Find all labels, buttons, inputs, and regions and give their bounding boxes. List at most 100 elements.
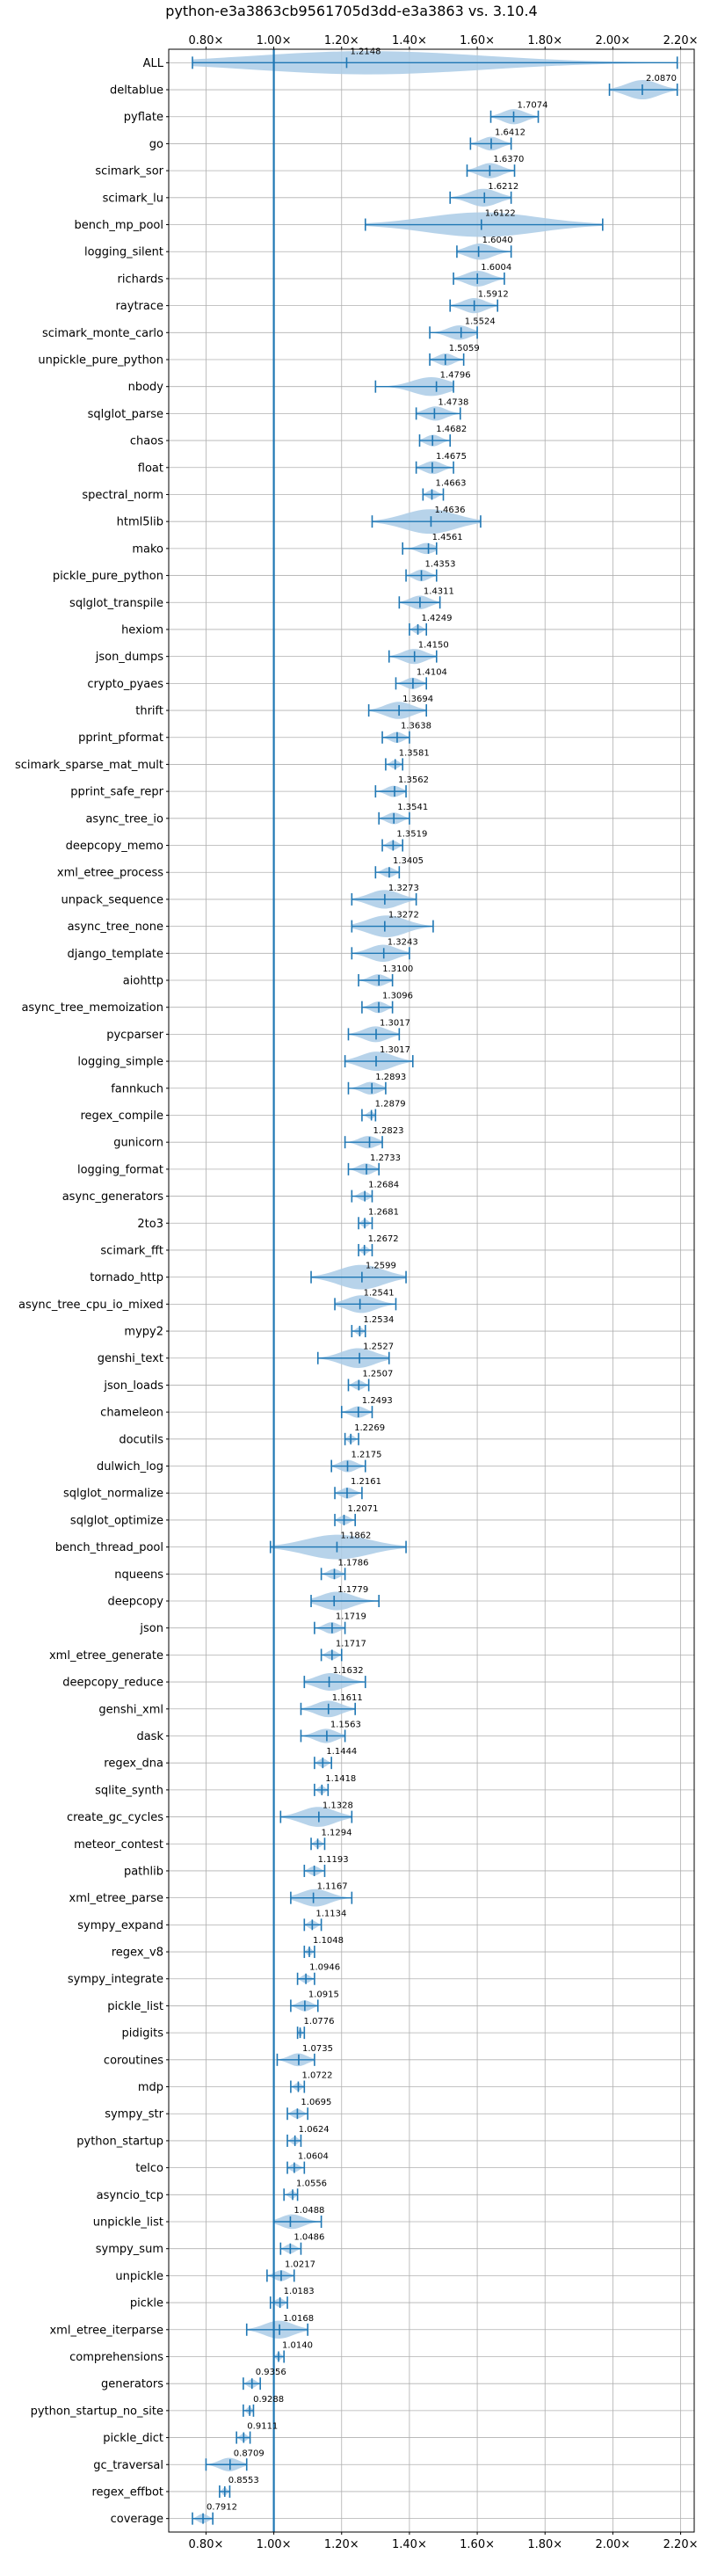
benchmark-value-label: 1.2161	[351, 1477, 381, 1487]
benchmark-violin	[449, 298, 499, 314]
benchmark-value-label: 1.4675	[436, 452, 467, 462]
benchmark-violin	[300, 1700, 356, 1718]
benchmark-value-label: 1.3638	[401, 722, 431, 731]
benchmark-violin	[608, 80, 678, 100]
benchmark-value-label: 1.3273	[388, 884, 419, 893]
benchmark-value-label: 1.6212	[488, 182, 518, 192]
benchmark-label: python_startup_no_site	[31, 2405, 163, 2418]
benchmark-violin	[290, 1888, 353, 1907]
benchmark-value-label: 1.3562	[398, 775, 429, 785]
benchmark-label: async_generators	[62, 1190, 164, 1204]
benchmark-label: xml_etree_iterparse	[49, 2324, 163, 2337]
benchmark-label: scimark_sor	[95, 165, 163, 178]
benchmark-label: xml_etree_parse	[69, 1892, 163, 1905]
x-tick-label-top: 1.00×	[257, 34, 292, 47]
benchmark-label: dulwich_log	[97, 1460, 163, 1474]
benchmark-label: 2to3	[137, 1218, 163, 1231]
benchmark-violin	[351, 1325, 366, 1338]
chart-title: python-e3a3863cb9561705d3dd-e3a3863 vs. …	[165, 3, 537, 19]
benchmark-violin	[269, 2296, 288, 2310]
benchmark-violin	[374, 377, 454, 397]
benchmark-label: sympy_expand	[77, 1919, 163, 1932]
benchmark-label: genshi_text	[98, 1352, 163, 1365]
benchmark-label: aiohttp	[123, 975, 163, 988]
benchmark-violin	[395, 677, 428, 690]
benchmark-label: deepcopy	[107, 1596, 163, 1609]
benchmark-label: logging_silent	[84, 246, 163, 259]
benchmark-label: asyncio_tcp	[97, 2189, 163, 2202]
grid-layer	[169, 49, 694, 2532]
benchmark-value-label: 1.2175	[352, 1451, 382, 1460]
benchmark-label: mypy2	[124, 1326, 163, 1339]
benchmark-violin	[351, 915, 434, 938]
benchmark-violin	[334, 1513, 356, 1526]
benchmark-violin	[453, 270, 505, 287]
benchmark-value-label: 1.0604	[298, 2152, 329, 2162]
benchmark-violin	[361, 1109, 377, 1122]
benchmark-label: xml_etree_generate	[49, 1649, 163, 1663]
benchmark-value-label: 1.1418	[325, 1774, 356, 1784]
benchmark-label: coroutines	[104, 2054, 163, 2067]
benchmark-value-label: 1.0488	[294, 2206, 324, 2216]
benchmark-violin	[334, 1487, 363, 1500]
benchmark-value-label: 1.3096	[382, 992, 413, 1001]
benchmark-violin	[415, 461, 454, 475]
benchmark-label: django_template	[68, 948, 163, 961]
benchmark-value-label: 1.6412	[495, 127, 525, 137]
benchmark-value-label: 1.2269	[354, 1423, 385, 1433]
benchmark-violin	[245, 2320, 308, 2339]
benchmark-label: xml_etree_process	[57, 867, 163, 880]
benchmark-label: html5lib	[117, 516, 163, 529]
benchmark-label: async_tree_cpu_io_mixed	[18, 1299, 163, 1312]
x-tick-label-bottom: 2.20×	[663, 2538, 699, 2551]
benchmark-value-label: 1.0556	[296, 2179, 327, 2188]
benchmark-value-label: 1.1444	[326, 1747, 357, 1757]
benchmark-value-label: 1.3243	[388, 937, 418, 947]
benchmark-label: chameleon	[100, 1407, 163, 1420]
benchmark-label: unpickle_pure_python	[38, 354, 163, 367]
benchmark-value-label: 1.6370	[493, 155, 524, 164]
benchmark-value-label: 1.2534	[363, 1315, 394, 1325]
benchmark-violin	[276, 2053, 315, 2067]
benchmark-label: scimark_sparse_mat_mult	[15, 759, 163, 772]
benchmark-violin	[364, 212, 604, 237]
benchmark-label: pickle_dict	[103, 2432, 163, 2445]
x-tick-label-bottom: 1.80×	[527, 2538, 562, 2551]
benchmark-value-label: 1.2493	[362, 1396, 393, 1406]
benchmark-value-label: 1.4311	[424, 586, 454, 596]
benchmark-label: sqlite_synth	[95, 1784, 163, 1797]
benchmark-value-label: 1.2507	[362, 1369, 393, 1379]
benchmark-violin	[347, 1379, 370, 1392]
benchmark-label: sqlglot_optimize	[70, 1514, 163, 1527]
benchmark-violin	[429, 325, 478, 340]
benchmark-violin	[358, 974, 394, 986]
x-tick-label-top: 1.80×	[527, 34, 562, 47]
benchmark-value-label: 1.4561	[432, 533, 463, 542]
benchmark-violin	[374, 866, 401, 879]
benchmark-value-label: 1.2684	[368, 1181, 399, 1190]
benchmark-value-label: 1.2823	[373, 1126, 404, 1136]
benchmark-violin	[286, 2107, 308, 2121]
benchmark-violin	[314, 1621, 346, 1634]
benchmark-label: chaos	[130, 435, 163, 448]
benchmark-value-label: 1.4353	[425, 560, 456, 570]
benchmark-value-label: 1.2071	[348, 1504, 379, 1514]
benchmark-label: ALL	[143, 57, 164, 70]
benchmark-violin	[351, 1190, 373, 1203]
benchmark-violin	[456, 243, 512, 260]
benchmark-violin	[358, 1217, 373, 1230]
benchmark-violin	[466, 163, 516, 178]
benchmark-value-label: 0.8553	[228, 2476, 259, 2485]
x-tick-label-bottom: 1.00×	[257, 2538, 292, 2551]
benchmark-value-label: 1.4682	[436, 425, 467, 434]
benchmark-label: bench_thread_pool	[55, 1541, 163, 1554]
x-tick-label-top: 1.40×	[392, 34, 427, 47]
benchmark-violin	[330, 1459, 366, 1473]
benchmark-violin	[422, 488, 445, 501]
benchmark-label: deltablue	[110, 84, 163, 98]
benchmark-value-label: 1.2879	[375, 1099, 406, 1109]
benchmark-label: thrift	[135, 705, 163, 718]
benchmark-label: pprint_pformat	[78, 731, 163, 745]
label-layer: 1.2148 2.0870 1.7074 1.6412 1.6370 1.6212 1.61…	[207, 47, 677, 2512]
